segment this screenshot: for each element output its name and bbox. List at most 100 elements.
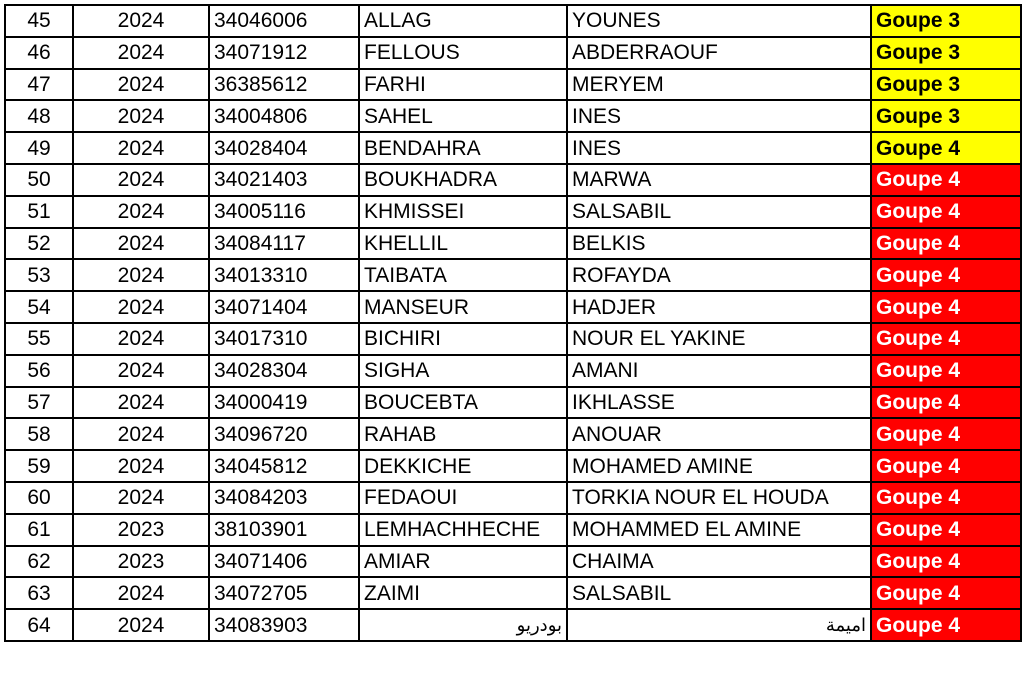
year-cell[interactable]: 2023 — [72, 512, 210, 547]
year-cell[interactable]: 2024 — [72, 67, 210, 102]
group-cell[interactable]: Goupe 4 — [870, 353, 1022, 388]
student-id-cell[interactable]: 38103901 — [208, 512, 360, 547]
first-name-cell[interactable]: HADJER — [566, 290, 872, 324]
row-number[interactable]: 60 — [4, 480, 74, 515]
first-name-cell[interactable]: SALSABIL — [566, 194, 872, 229]
last-name-cell[interactable]: MANSEUR — [358, 290, 568, 324]
last-name-cell[interactable]: BOUKHADRA — [358, 162, 568, 197]
first-name-cell[interactable]: ABDERRAOUF — [566, 35, 872, 70]
first-name-cell[interactable]: INES — [566, 131, 872, 165]
row-number[interactable]: 54 — [4, 290, 74, 324]
first-name-cell[interactable]: MOHAMMED EL AMINE — [566, 512, 872, 547]
student-id-cell[interactable]: 34017310 — [208, 321, 360, 356]
student-id-cell[interactable]: 34071404 — [208, 290, 360, 324]
group-cell[interactable]: Goupe 4 — [870, 162, 1022, 197]
row-number[interactable]: 59 — [4, 449, 74, 483]
group-cell[interactable]: Goupe 3 — [870, 4, 1022, 38]
row-number[interactable]: 47 — [4, 67, 74, 102]
year-cell[interactable]: 2024 — [72, 4, 210, 38]
group-cell[interactable]: Goupe 4 — [870, 480, 1022, 515]
student-id-cell[interactable]: 34096720 — [208, 417, 360, 452]
student-id-cell[interactable]: 34005116 — [208, 194, 360, 229]
student-id-cell[interactable]: 36385612 — [208, 67, 360, 102]
year-cell[interactable]: 2024 — [72, 417, 210, 452]
group-cell[interactable]: Goupe 3 — [870, 99, 1022, 134]
student-id-cell[interactable]: 34013310 — [208, 258, 360, 293]
group-cell[interactable]: Goupe 4 — [870, 131, 1022, 165]
year-cell[interactable]: 2024 — [72, 480, 210, 515]
year-cell[interactable]: 2024 — [72, 194, 210, 229]
student-id-cell[interactable]: 34000419 — [208, 385, 360, 420]
year-cell[interactable]: 2024 — [72, 608, 210, 642]
year-cell[interactable]: 2024 — [72, 99, 210, 134]
year-cell[interactable]: 2024 — [72, 321, 210, 356]
row-number[interactable]: 63 — [4, 576, 74, 611]
last-name-cell[interactable]: AMIAR — [358, 544, 568, 579]
year-cell[interactable]: 2024 — [72, 131, 210, 165]
first-name-cell[interactable]: ROFAYDA — [566, 258, 872, 293]
last-name-cell[interactable]: FARHI — [358, 67, 568, 102]
student-id-cell[interactable]: 34071406 — [208, 544, 360, 579]
first-name-cell[interactable]: NOUR EL YAKINE — [566, 321, 872, 356]
first-name-cell[interactable]: ANOUAR — [566, 417, 872, 452]
group-cell[interactable]: Goupe 4 — [870, 544, 1022, 579]
year-cell[interactable]: 2024 — [72, 162, 210, 197]
row-number[interactable]: 48 — [4, 99, 74, 134]
last-name-cell[interactable]: ZAIMI — [358, 576, 568, 611]
student-id-cell[interactable]: 34028404 — [208, 131, 360, 165]
last-name-cell[interactable]: SAHEL — [358, 99, 568, 134]
first-name-cell[interactable]: TORKIA NOUR EL HOUDA — [566, 480, 872, 515]
row-number[interactable]: 55 — [4, 321, 74, 356]
last-name-cell[interactable]: FELLOUS — [358, 35, 568, 70]
group-cell[interactable]: Goupe 4 — [870, 258, 1022, 293]
first-name-cell[interactable]: MERYEM — [566, 67, 872, 102]
last-name-cell[interactable]: BOUCEBTA — [358, 385, 568, 420]
row-number[interactable]: 62 — [4, 544, 74, 579]
group-cell[interactable]: Goupe 3 — [870, 35, 1022, 70]
row-number[interactable]: 49 — [4, 131, 74, 165]
student-id-cell[interactable]: 34021403 — [208, 162, 360, 197]
group-cell[interactable]: Goupe 4 — [870, 290, 1022, 324]
student-id-cell[interactable]: 34046006 — [208, 4, 360, 38]
row-number[interactable]: 57 — [4, 385, 74, 420]
year-cell[interactable]: 2024 — [72, 353, 210, 388]
year-cell[interactable]: 2024 — [72, 258, 210, 293]
row-number[interactable]: 45 — [4, 4, 74, 38]
row-number[interactable]: 61 — [4, 512, 74, 547]
first-name-cell[interactable]: INES — [566, 99, 872, 134]
student-id-cell[interactable]: 34072705 — [208, 576, 360, 611]
student-id-cell[interactable]: 34084117 — [208, 226, 360, 261]
year-cell[interactable]: 2024 — [72, 290, 210, 324]
row-number[interactable]: 53 — [4, 258, 74, 293]
group-cell[interactable]: Goupe 4 — [870, 417, 1022, 452]
student-id-cell[interactable]: 34045812 — [208, 449, 360, 483]
last-name-cell[interactable]: RAHAB — [358, 417, 568, 452]
last-name-cell[interactable]: FEDAOUI — [358, 480, 568, 515]
group-cell[interactable]: Goupe 4 — [870, 449, 1022, 483]
first-name-cell[interactable]: CHAIMA — [566, 544, 872, 579]
year-cell[interactable]: 2024 — [72, 449, 210, 483]
last-name-cell[interactable]: LEMHACHHECHE — [358, 512, 568, 547]
row-number[interactable]: 56 — [4, 353, 74, 388]
student-id-cell[interactable]: 34004806 — [208, 99, 360, 134]
first-name-cell[interactable]: AMANI — [566, 353, 872, 388]
last-name-cell[interactable]: SIGHA — [358, 353, 568, 388]
last-name-cell[interactable]: TAIBATA — [358, 258, 568, 293]
group-cell[interactable]: Goupe 4 — [870, 321, 1022, 356]
first-name-cell[interactable]: MARWA — [566, 162, 872, 197]
first-name-cell[interactable]: IKHLASSE — [566, 385, 872, 420]
year-cell[interactable]: 2024 — [72, 226, 210, 261]
group-cell[interactable]: Goupe 4 — [870, 512, 1022, 547]
first-name-cell[interactable]: اميمة — [566, 608, 872, 642]
group-cell[interactable]: Goupe 4 — [870, 576, 1022, 611]
first-name-cell[interactable]: YOUNES — [566, 4, 872, 38]
group-cell[interactable]: Goupe 4 — [870, 226, 1022, 261]
year-cell[interactable]: 2023 — [72, 544, 210, 579]
row-number[interactable]: 50 — [4, 162, 74, 197]
year-cell[interactable]: 2024 — [72, 385, 210, 420]
last-name-cell[interactable]: KHELLIL — [358, 226, 568, 261]
last-name-cell[interactable]: بودريو — [358, 608, 568, 642]
last-name-cell[interactable]: ALLAG — [358, 4, 568, 38]
row-number[interactable]: 51 — [4, 194, 74, 229]
student-id-cell[interactable]: 34083903 — [208, 608, 360, 642]
